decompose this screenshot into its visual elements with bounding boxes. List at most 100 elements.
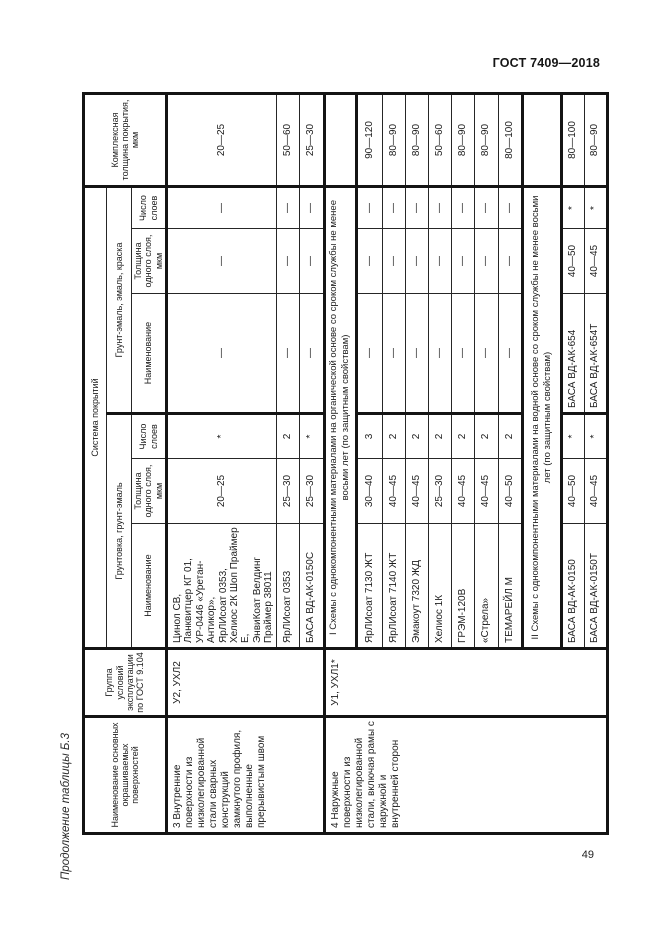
table-cell: — [356,186,383,229]
header-cell: Толщина одного слоя, мкм [131,228,167,294]
table-cell: — [498,186,523,229]
table-cell: * [561,186,585,229]
table-cell: 80—100 [561,93,585,187]
table-cell: 2 [276,413,300,459]
table-cell: 2 [428,413,452,459]
header-cell: Толщина одного слоя, мкм [131,458,167,524]
table-cell: Цинол СВ, Ланквитцер КГ 01, УР-0446 «Уре… [166,523,277,649]
header-cell: Наименование [131,293,167,414]
table-cell: * [584,413,608,459]
table-cell: 20—25 [166,93,277,187]
table-cell: 20—25 [166,458,277,524]
table-cell: — [405,293,429,414]
table-cell: 40—50 [561,458,585,524]
table-cell: — [428,186,452,229]
table-cell: БАСА ВД-АК-0150С [299,523,325,649]
table-cell: — [474,293,499,414]
table-row: 4 Наружные поверхности из низколегирован… [324,93,608,834]
table-cell: I Схемы с однокомпонентными материалами … [324,186,357,649]
header-cell: Наименование основных окрашиваемых повер… [83,716,167,834]
table-cell: — [498,228,523,294]
table-cell: — [276,228,300,294]
header-cell: Грунтовка, грунт-эмаль [106,413,132,649]
header-cell: Наименование [131,523,167,649]
table-cell: — [405,186,429,229]
table-cell: У2, УХЛ2 [166,648,325,717]
header-cell: Комплексная толщина покрытия, мкм [83,93,167,187]
header-cell: Грунт-эмаль, эмаль, краска [106,186,132,414]
rotated-table-block: Продолжение таблицы Б.3 Наименование осн… [58,88,609,880]
table-cell: ЯрЛИсоат 7130 ЖТ [356,523,383,649]
table-cell: — [474,186,499,229]
table-cell: — [451,186,475,229]
table-cell: — [382,293,406,414]
table-cell: БАСА ВД-АК-0150 [561,523,585,649]
table-cell: ЯрЛИсоат 0353 [276,523,300,649]
table-cell: 2 [498,413,523,459]
table-cell: 80—90 [474,93,499,187]
table-cell: — [299,186,325,229]
table-cell: 50—60 [428,93,452,187]
table-cell: 40—45 [474,458,499,524]
table-cell: «Стрела» [474,523,499,649]
table-cell: 80—90 [382,93,406,187]
header-cell: Число слоев [131,413,167,459]
table-cell: 3 Внутренние поверхности из низколегиров… [166,716,325,834]
table-cell: 40—50 [561,228,585,294]
table-cell: ЯрЛИсоат 7140 ЖТ [382,523,406,649]
table-cell: 25—30 [276,458,300,524]
table-cell: — [276,186,300,229]
table-cell: II Схемы с однокомпонентными материалами… [522,186,562,649]
table-cell: Эмакоут 7320 ЖД [405,523,429,649]
table-cell: * [584,186,608,229]
table-cell: 30—40 [356,458,383,524]
table-cell: — [498,293,523,414]
table-cell: — [299,293,325,414]
table-cell: БАСА ВД-АК-654 [561,293,585,414]
table-cell: 25—30 [428,458,452,524]
table-cell: 50—60 [276,93,300,187]
table-cell: 40—45 [382,458,406,524]
table-cell: — [451,228,475,294]
table-cell [522,93,562,187]
table-cell: 40—45 [405,458,429,524]
table-cell: — [382,228,406,294]
table-cell: 80—90 [584,93,608,187]
table-cell: 80—90 [405,93,429,187]
table-cell: 3 [356,413,383,459]
table-cell: 80—90 [451,93,475,187]
table-cell: 40—45 [584,228,608,294]
table-cell: У1, УХЛ1* [324,648,608,717]
table-cell: — [356,228,383,294]
header-cell: Система покрытий [83,186,107,649]
table-cell: — [166,228,277,294]
table-cell: * [299,413,325,459]
table-cell: — [451,293,475,414]
table-cell: ТЕМАРЕЙЛ М [498,523,523,649]
doc-number: ГОСТ 7409—2018 [492,56,600,70]
table-cell: — [474,228,499,294]
table-row: 3 Внутренние поверхности из низколегиров… [166,93,325,834]
table-body: Наименование основных окрашиваемых повер… [83,93,608,834]
table-cell: — [428,293,452,414]
table-cell: БАСА ВД-АК-0150Т [584,523,608,649]
table-cell: 25—30 [299,458,325,524]
header-cell: Группа условий эксплуатации по ГОСТ 9.10… [83,648,167,717]
table-cell: 2 [474,413,499,459]
table-cell: ГРЭМ-120В [451,523,475,649]
table-cell [324,93,357,187]
table-cell: * [166,413,277,459]
table-cell: 40—50 [498,458,523,524]
table-cell: — [428,228,452,294]
table-cell: — [166,293,277,414]
table-cell: БАСА ВД-АК-654Т [584,293,608,414]
table-cell: 80—100 [498,93,523,187]
table-cell: 4 Наружные поверхности из низколегирован… [324,716,608,834]
table-cell: 2 [405,413,429,459]
table-cell: 2 [451,413,475,459]
table-cell: — [166,186,277,229]
page-number: 49 [581,849,594,861]
table-caption: Продолжение таблицы Б.3 [60,733,72,880]
table-cell: 2 [382,413,406,459]
